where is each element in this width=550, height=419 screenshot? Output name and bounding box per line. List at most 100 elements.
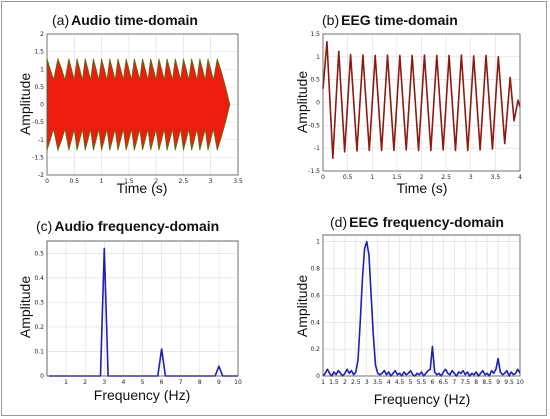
x-axis-label: Time (s) [117, 180, 168, 196]
y-tick-label: 1 [316, 54, 320, 61]
x-tick-label: 5 [141, 379, 145, 386]
y-axis-label: Amplitude [294, 275, 310, 337]
x-tick-label: 1 [370, 174, 374, 181]
y-tick-label: -1.5 [32, 154, 44, 161]
x-tick-label: 3.5 [491, 174, 501, 181]
x-tick-label: 6 [431, 379, 435, 386]
plot-border [46, 240, 239, 377]
x-tick-label: 4 [518, 174, 522, 181]
series-line [322, 240, 521, 377]
x-tick-label: 1 [321, 379, 325, 386]
x-tick-label: 4 [387, 379, 391, 386]
y-tick-label: -0.5 [308, 122, 320, 129]
y-tick-label: -0.5 [32, 119, 44, 126]
x-tick-label: 8 [474, 379, 478, 386]
series-line [48, 247, 238, 377]
x-tick-label: 3 [469, 174, 473, 181]
x-tick-label: 4.5 [395, 379, 405, 386]
x-tick-label: 9.5 [504, 379, 514, 386]
y-tick-label: 0 [316, 100, 320, 107]
x-tick-label: 7.5 [461, 379, 471, 386]
panel-letter: (c) [36, 218, 52, 234]
plot-border [322, 234, 521, 377]
x-tick-label: 10 [234, 379, 242, 386]
x-tick-label: 8 [198, 379, 202, 386]
y-tick-label: 0.3 [34, 299, 44, 306]
x-tick-label: 1 [64, 379, 68, 386]
y-tick-label: 2 [40, 31, 44, 38]
panel-title-text: EEG time-domain [341, 12, 458, 28]
x-tick-label: 3 [102, 379, 106, 386]
x-tick-label: 6 [160, 379, 164, 386]
y-axis-label: Amplitude [294, 71, 310, 133]
x-tick-label: 9 [217, 379, 221, 386]
x-tick-label: 2.5 [441, 174, 451, 181]
x-tick-label: 0.5 [70, 178, 80, 185]
plot-border [322, 33, 521, 172]
x-tick-label: 7 [452, 379, 456, 386]
y-tick-label: 0.5 [34, 250, 44, 257]
panel-title: (c) Audio frequency-domain [36, 218, 219, 234]
x-tick-label: 2 [83, 379, 87, 386]
x-tick-label: 2 [420, 174, 424, 181]
x-axis-label: Frequency (Hz) [374, 391, 470, 407]
panel-letter: (d) [330, 214, 347, 230]
y-tick-label: 1 [40, 66, 44, 73]
x-tick-label: 1.5 [124, 178, 134, 185]
panel-c: 1 2 3 4 5 6 7 8 9 10 0 0.1 0.2 0.3 0.4 0.5 (c) Audio freq… [17, 218, 242, 403]
y-tick-label: 0.5 [310, 77, 320, 84]
x-tick-label: 5.5 [417, 379, 427, 386]
y-axis-label: Amplitude [17, 276, 33, 338]
x-tick-label: 0.5 [343, 174, 353, 181]
panel-title-text: Audio time-domain [71, 12, 198, 28]
y-tick-label: -1 [314, 145, 320, 152]
panel-title: (b) EEG time-domain [322, 12, 458, 28]
y-tick-label: 0 [316, 373, 320, 380]
y-axis-label: Amplitude [17, 73, 33, 135]
panel-d: 1 1.5 2 2.5 3 3.5 4 4.5 5 5.5 6 6.5 7 7.5 8 8.5 9 9.5 10 0 0… [294, 214, 524, 407]
y-tick-label: 0.1 [34, 348, 44, 355]
x-axis-label: Frequency (Hz) [94, 387, 190, 403]
x-tick-label: 1 [100, 178, 104, 185]
y-tick-label: 0.4 [34, 275, 44, 282]
x-tick-label: 8.5 [482, 379, 492, 386]
x-tick-label: 4 [121, 379, 125, 386]
x-tick-label: 3.5 [373, 379, 383, 386]
y-tick-label: 0.5 [34, 84, 44, 91]
x-tick-label: 3 [365, 379, 369, 386]
y-tick-label: 1.5 [310, 31, 320, 38]
x-tick-label: 2.5 [351, 379, 361, 386]
x-tick-label: 2.5 [179, 178, 189, 185]
panel-a: 0 0.5 1 1.5 2 2.5 3 3.5 -2 -1.5 -1 -0.5 0 0.5 1 1.5 2 (a)… [17, 12, 243, 196]
panel-title: (d) EEG frequency-domain [330, 214, 504, 230]
y-tick-label: 0.6 [310, 292, 320, 299]
x-tick-label: 2 [343, 379, 347, 386]
y-tick-label: 1 [316, 239, 320, 246]
x-tick-label: 9 [496, 379, 500, 386]
panel-letter: (a) [52, 12, 69, 28]
y-tick-label: 0 [40, 102, 44, 109]
panel-b: 0 0.5 1 1.5 2 2.5 3 3.5 4-1.5-1-0.500.511.5(b) EE… [294, 12, 522, 196]
panel-letter: (b) [322, 12, 339, 28]
x-tick-label: 2 [154, 178, 158, 185]
x-tick-label: 6.5 [439, 379, 449, 386]
x-tick-label: 0 [45, 178, 49, 185]
y-tick-label: -2 [38, 172, 44, 179]
plot-border [46, 33, 239, 176]
x-tick-label: 3.5 [233, 178, 243, 185]
x-tick-label: 7 [179, 379, 183, 386]
x-axis-label: Time (s) [397, 180, 448, 196]
y-tick-label: 0 [40, 373, 44, 380]
y-tick-label: 0.2 [34, 324, 44, 331]
x-tick-label: 3 [209, 178, 213, 185]
panel-title-text: EEG frequency-domain [349, 214, 504, 230]
y-tick-label: 1.5 [34, 49, 44, 56]
panel-title-text: Audio frequency-domain [54, 218, 219, 234]
x-tick-label: 1.5 [329, 379, 339, 386]
x-tick-label: 5 [409, 379, 413, 386]
x-tick-label: 0 [321, 174, 325, 181]
panel-title: (a) Audio time-domain [52, 12, 198, 28]
y-tick-label: -1 [38, 137, 44, 144]
